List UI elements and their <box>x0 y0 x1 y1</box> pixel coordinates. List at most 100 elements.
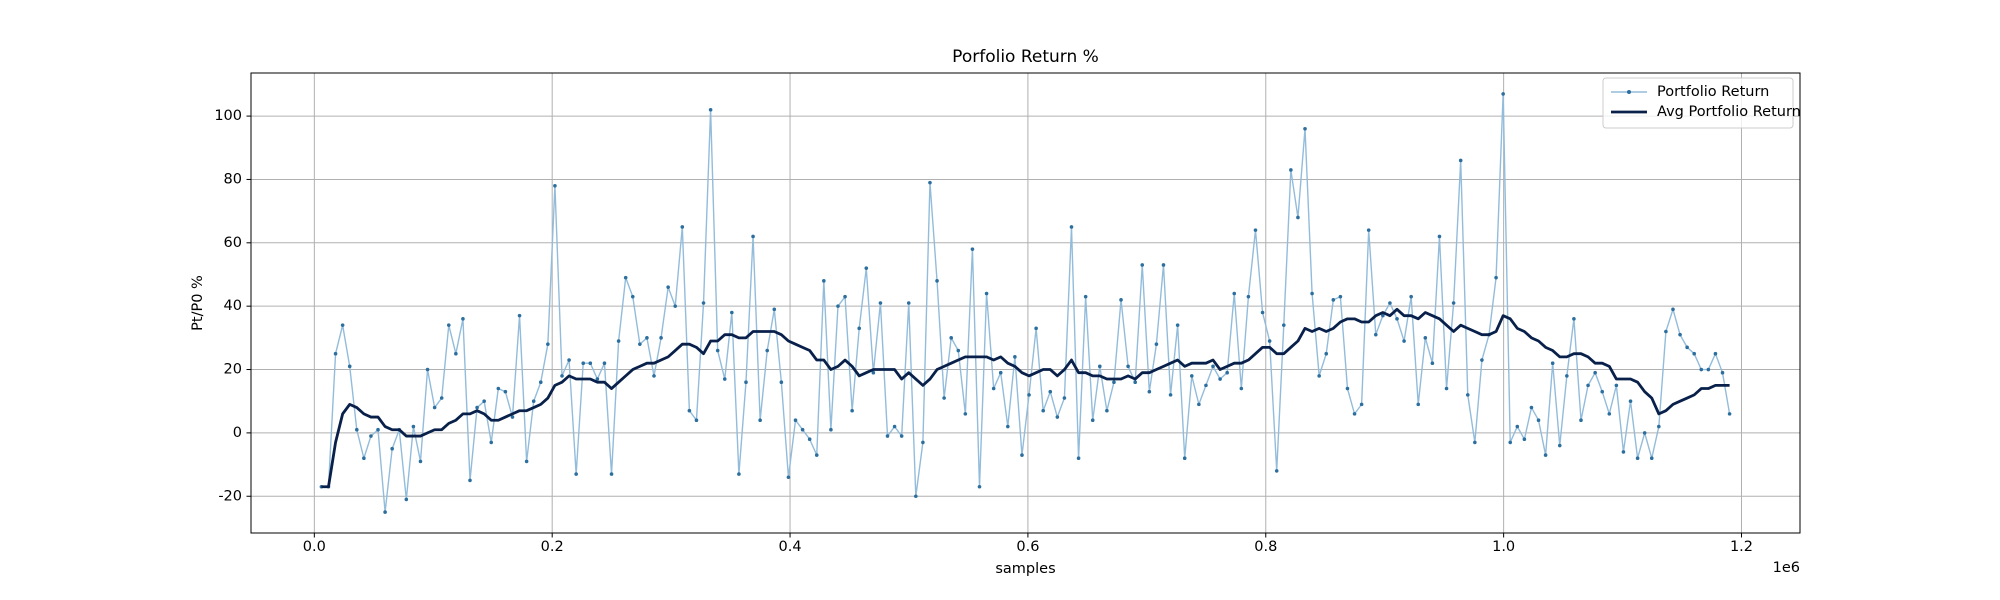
series-line <box>321 93 1731 513</box>
data-point <box>956 348 961 353</box>
data-point <box>1423 336 1428 340</box>
data-point <box>1642 431 1647 435</box>
data-point <box>1727 412 1732 416</box>
data-point <box>1218 377 1222 381</box>
data-point <box>1352 412 1357 416</box>
data-point <box>574 472 578 476</box>
data-point <box>404 497 409 502</box>
data-point <box>906 301 911 305</box>
data-point <box>864 266 869 270</box>
data-point <box>1098 364 1102 369</box>
data-point <box>630 294 635 299</box>
data-point <box>673 304 678 308</box>
data-point <box>1444 386 1449 391</box>
data-point <box>1338 294 1343 299</box>
data-point <box>1204 383 1208 388</box>
legend: Portfolio Return Avg Portfolio Return <box>1602 77 1801 129</box>
data-point <box>1161 263 1166 267</box>
data-point <box>1706 367 1711 372</box>
data-point <box>567 358 571 362</box>
data-point <box>1480 358 1484 362</box>
data-point <box>836 304 840 308</box>
data-point <box>1296 215 1300 220</box>
data-point <box>531 399 536 404</box>
data-point <box>588 361 593 365</box>
data-point <box>1105 408 1109 413</box>
data-point <box>1515 424 1520 429</box>
data-point <box>694 418 699 423</box>
legend-box <box>1602 77 1794 129</box>
data-point <box>496 386 501 391</box>
data-point <box>1013 355 1017 359</box>
data-point <box>814 453 819 457</box>
data-point <box>1133 380 1137 385</box>
data-point <box>1388 301 1392 305</box>
data-point <box>829 427 833 432</box>
data-point <box>1671 307 1675 312</box>
data-point <box>1395 317 1399 321</box>
data-point <box>1055 415 1060 419</box>
data-point <box>772 307 777 312</box>
y-tick-label: 100 <box>214 108 242 124</box>
data-point <box>1529 405 1534 410</box>
data-point <box>1126 364 1130 369</box>
data-point <box>1324 351 1329 356</box>
data-point <box>510 415 515 419</box>
data-point <box>475 405 479 410</box>
data-point <box>1557 443 1562 448</box>
x-axis-label: samples <box>995 561 1055 577</box>
data-point <box>800 427 805 432</box>
data-point <box>701 301 706 305</box>
data-point <box>1649 456 1654 461</box>
data-point <box>1175 323 1180 327</box>
data-point <box>602 361 607 365</box>
data-point <box>1083 294 1088 299</box>
data-point <box>390 446 394 451</box>
data-point <box>1317 374 1321 378</box>
data-point <box>1628 399 1633 404</box>
data-point <box>538 380 543 385</box>
data-point <box>779 380 784 385</box>
axes-frame <box>250 72 1801 534</box>
data-point <box>1069 225 1074 229</box>
data-point <box>1373 332 1378 337</box>
data-point <box>680 225 685 229</box>
data-point <box>1657 424 1661 429</box>
data-point <box>1260 310 1265 315</box>
data-point <box>730 310 734 315</box>
data-point <box>354 427 359 432</box>
data-point <box>899 434 904 438</box>
data-point <box>914 494 918 499</box>
data-point <box>1607 412 1612 416</box>
data-point <box>1027 393 1031 397</box>
data-point <box>1274 469 1279 473</box>
data-point <box>1678 332 1682 337</box>
data-point <box>1225 370 1229 375</box>
data-point <box>928 180 932 185</box>
x-tick-label: 0.6 <box>1016 539 1039 555</box>
data-point <box>1034 326 1038 331</box>
grid <box>251 73 1800 533</box>
data-point <box>1211 364 1215 369</box>
data-point <box>1112 380 1116 385</box>
data-point <box>482 399 486 404</box>
x-tick-label: 1.2 <box>1730 539 1753 555</box>
data-point <box>1635 456 1640 461</box>
data-point <box>340 323 345 327</box>
data-point <box>489 440 494 445</box>
y-tick-label: 20 <box>224 362 242 378</box>
data-point <box>786 475 791 480</box>
x-tick-label: 0.2 <box>541 539 564 555</box>
data-point <box>935 279 939 283</box>
data-point <box>376 427 380 432</box>
data-point <box>991 386 996 391</box>
data-point <box>362 456 366 461</box>
data-point <box>581 361 586 365</box>
data-point <box>1090 418 1095 423</box>
y-tick-label: 60 <box>224 235 242 251</box>
data-point <box>892 424 897 429</box>
data-point <box>411 424 416 429</box>
data-point <box>878 301 883 305</box>
legend-marker <box>1627 90 1631 94</box>
